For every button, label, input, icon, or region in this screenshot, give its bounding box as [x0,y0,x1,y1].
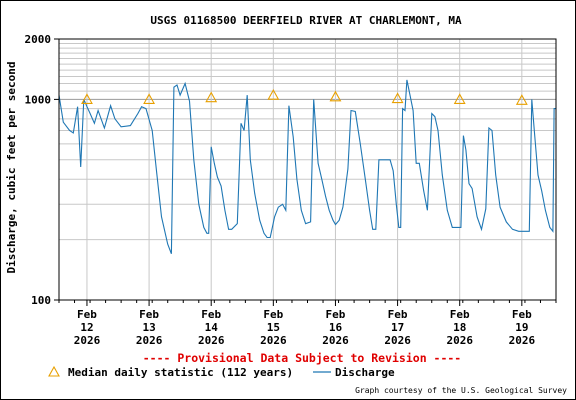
x-tick-label-day: 14 [205,321,219,334]
x-tick-label-month: Feb [139,308,159,321]
plot-area [58,38,557,301]
median-marker [267,89,280,100]
x-tick-label-month: Feb [512,308,532,321]
median-marker [81,93,93,104]
discharge-line [58,79,556,254]
grid-lines [59,39,556,300]
y-axis-label: Discharge, cubic feet per second [5,62,18,274]
x-tick-label-year: 2026 [198,334,225,347]
median-marker [205,91,218,103]
y-tick-label: 2000 [25,33,52,46]
x-tick-label-day: 16 [329,321,343,334]
x-tick-label-month: Feb [77,308,97,321]
x-tick-label-month: Feb [201,308,221,321]
median-marker [329,90,342,102]
y-axis-ticks: 100 1000 2000 [25,33,59,307]
x-tick-label-year: 2026 [136,334,163,347]
legend-triangle-icon [48,365,60,377]
x-tick-label-year: 2026 [446,334,473,347]
legend-label: Median daily statistic (112 years) [68,366,293,379]
chart-title: USGS 01168500 DEERFIELD RIVER AT CHARLEM… [150,14,462,27]
provisional-notice: ---- Provisional Data Subject to Revisio… [143,351,462,365]
legend-label: Discharge [335,366,395,379]
x-tick-label-month: Feb [326,308,346,321]
x-tick-label-year: 2026 [509,334,536,347]
credit-text: Graph courtesy of the U.S. Geological Su… [355,386,567,395]
x-tick-label-year: 2026 [260,334,287,347]
x-tick-label-day: 13 [142,321,155,334]
median-marker [391,92,404,104]
y-tick-label: 1000 [25,93,52,106]
x-tick-label-month: Feb [388,308,408,321]
x-tick-label-day: 17 [391,321,404,334]
x-tick-label-day: 18 [453,321,466,334]
x-tick-label-year: 2026 [384,334,411,347]
y-tick-label: 100 [31,294,51,307]
x-tick-label-day: 12 [80,321,93,334]
median-marker [143,93,156,104]
x-tick-label-year: 2026 [74,334,101,347]
median-marker [515,94,528,105]
legend: Median daily statistic (112 years) Discha… [48,365,395,379]
x-axis-ticks: Feb122026Feb132026Feb142026Feb152026Feb1… [58,300,557,347]
x-tick-label-year: 2026 [322,334,349,347]
x-tick-label-month: Feb [263,308,283,321]
x-tick-label-day: 19 [515,321,528,334]
x-tick-label-month: Feb [450,308,470,321]
x-tick-label-day: 15 [267,321,280,334]
series-layer [58,79,556,254]
median-marker [453,93,466,104]
